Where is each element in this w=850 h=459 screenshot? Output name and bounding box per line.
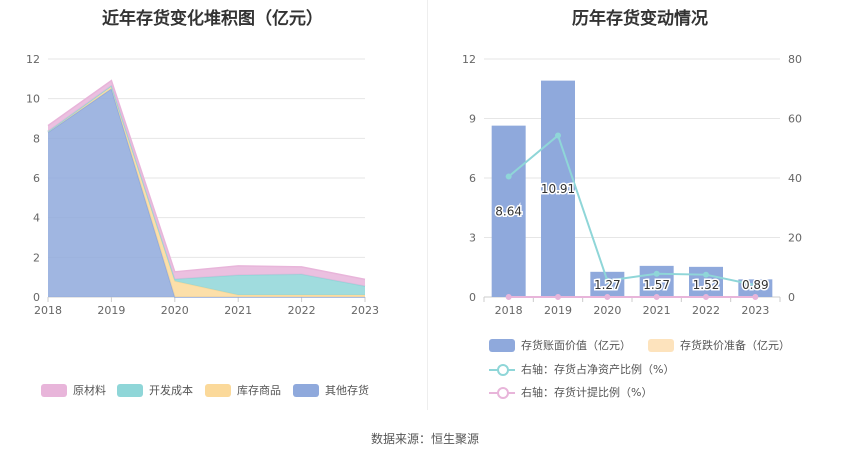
x-tick-label: 2021 [224,304,252,317]
legend-other-inventory[interactable]: 其他存货 [293,382,369,398]
area-原材料 [48,80,365,287]
x-tick-label: 2018 [34,304,62,317]
legend-label: 存货跌价准备（亿元） [680,339,790,352]
legend-swatch [41,383,67,397]
x-tick-label: 2022 [288,304,316,317]
inventory-bar-chart: 0 3 6 9 12 0 20 40 60 80 2018 2019 2020 2021 2022 2023 8… [462,53,802,317]
legend-label: 右轴：存货计提比例（%） [521,386,653,399]
bar-value-label: 8.64 [495,204,522,218]
y-tick-label: 12 [462,53,476,66]
legend-label: 其他存货 [325,384,369,397]
line-point [703,294,709,300]
line-point [752,282,759,289]
x-tick-label: 2020 [161,304,189,317]
line-point [604,294,611,300]
legend-swatch [117,383,143,397]
y-tick-label: 12 [26,53,40,66]
line-point [653,294,660,300]
y-tick-label: 6 [469,172,476,185]
right-chart-title: 历年存货变动情况 [572,9,708,29]
line-右轴：存货占净资产比例（%） [508,133,756,287]
y-tick-label: 3 [469,232,476,245]
legend-impairment-provision[interactable]: 存货跌价准备（亿元） [648,337,790,353]
bar-book-value [590,271,625,297]
bar-book-value [541,80,575,297]
legend-label: 库存商品 [237,384,281,397]
y-tick-label: 8 [33,132,40,145]
y-tick-label: 6 [33,172,40,185]
legend-inventory-book-value[interactable]: 存货账面价值（亿元） [489,337,631,353]
legend-raw-material[interactable]: 原材料 [41,382,106,398]
y2-tick-label: 0 [788,291,795,304]
bar-value-label: 1.57 [643,278,670,292]
x-tick-label: 2018 [495,304,523,317]
y-tick-label: 4 [33,212,40,225]
legend-swatch [205,383,231,397]
line-point [505,173,512,180]
line-point [604,277,611,284]
legend-swatch [293,383,319,397]
y-tick-label: 9 [469,113,476,126]
legend-swatch [648,338,674,352]
y2-tick-label: 40 [788,172,802,185]
line-point [505,294,512,300]
legend-line-marker-icon [489,363,515,376]
x-tick-label: 2023 [351,304,379,317]
x-tick-label: 2022 [692,304,720,317]
legend-net-asset-ratio[interactable]: 右轴：存货占净资产比例（%） [489,361,674,377]
panel-divider [427,0,428,410]
legend-label: 右轴：存货占净资产比例（%） [521,363,675,376]
left-chart-title: 近年存货变化堆积图（亿元） [102,9,323,29]
y-tick-label: 0 [469,291,476,304]
y2-tick-label: 60 [788,113,802,126]
y-tick-label: 2 [33,251,40,264]
legend-swatch [489,338,515,352]
legend-provision-ratio[interactable]: 右轴：存货计提比例（%） [489,384,652,400]
line-point [653,270,660,277]
x-tick-label: 2023 [741,304,769,317]
legend-label: 原材料 [73,384,106,397]
x-tick-label: 2021 [643,304,671,317]
stacked-area-chart: 0 2 4 6 8 10 12 2018 2019 2020 2021 2022 2023 [26,53,379,317]
bar-book-value [491,125,526,297]
legend-development-cost[interactable]: 开发成本 [117,382,193,398]
line-point [555,132,561,139]
bar-value-label: 1.27 [594,278,621,292]
line-point [703,271,709,278]
x-tick-label: 2020 [593,304,621,317]
line-point [752,294,759,300]
data-source: 数据来源：恒生聚源 [370,432,479,446]
y2-tick-label: 80 [788,53,802,66]
y-tick-label: 10 [26,93,40,106]
x-tick-label: 2019 [544,304,572,317]
legend-label: 存货账面价值（亿元） [521,339,631,352]
x-tick-label: 2019 [97,304,125,317]
legend-line-marker-icon [489,386,515,399]
bar-value-label: 10.91 [541,182,575,196]
legend-goods-in-stock[interactable]: 库存商品 [205,382,281,398]
bar-value-label: 0.89 [742,278,769,292]
bar-value-label: 1.52 [693,278,720,292]
legend-label: 开发成本 [149,384,193,397]
y2-tick-label: 20 [788,232,802,245]
y-tick-label: 0 [33,291,40,304]
area-库存商品 [48,85,365,298]
area-edge-原材料 [47,79,366,281]
line-point [555,294,561,300]
